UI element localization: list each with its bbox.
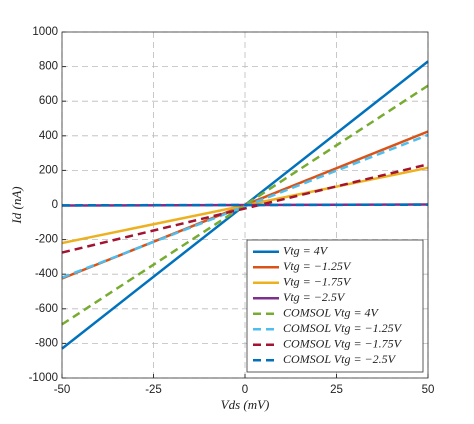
x-tick-label: -50 xyxy=(54,384,71,396)
y-tick-label: -600 xyxy=(35,303,58,315)
legend-label: Vtg = 4V xyxy=(283,244,329,258)
x-tick-label: 0 xyxy=(242,384,248,396)
legend-label: COMSOL Vtg = −2.5V xyxy=(283,352,397,366)
series-line xyxy=(61,163,429,254)
y-tick-label: 200 xyxy=(39,164,58,176)
legend-label: Vtg = −2.5V xyxy=(283,290,346,304)
y-tick-label: 400 xyxy=(39,130,58,142)
x-axis-label: Vds (mV) xyxy=(221,397,270,412)
y-tick-label: -200 xyxy=(35,234,58,246)
axes-frame xyxy=(61,31,429,379)
series-line xyxy=(61,133,429,279)
y-tick-label: 1000 xyxy=(32,26,58,38)
y-tick-label: -400 xyxy=(35,268,58,280)
y-tick-label: 800 xyxy=(39,61,58,73)
y-tick-label: 0 xyxy=(52,199,58,211)
x-tick-label: -25 xyxy=(145,384,162,396)
x-tick-label: 25 xyxy=(330,384,343,396)
x-tick-label: 50 xyxy=(422,384,435,396)
series-line xyxy=(61,203,429,207)
legend-box xyxy=(246,239,424,373)
legend-label: COMSOL Vtg = 4V xyxy=(283,306,380,320)
series-line xyxy=(61,84,429,326)
y-axis-label: Id (nA) xyxy=(9,186,24,224)
legend-label: COMSOL Vtg = −1.75V xyxy=(283,337,403,351)
legend-label: Vtg = −1.25V xyxy=(283,259,352,273)
legend-label: Vtg = −1.75V xyxy=(283,275,352,289)
y-tick-label: -800 xyxy=(35,337,58,349)
legend-label: COMSOL Vtg = −1.25V xyxy=(283,321,403,335)
y-tick-label: 600 xyxy=(39,95,58,107)
y-tick-label: -1000 xyxy=(29,372,58,384)
